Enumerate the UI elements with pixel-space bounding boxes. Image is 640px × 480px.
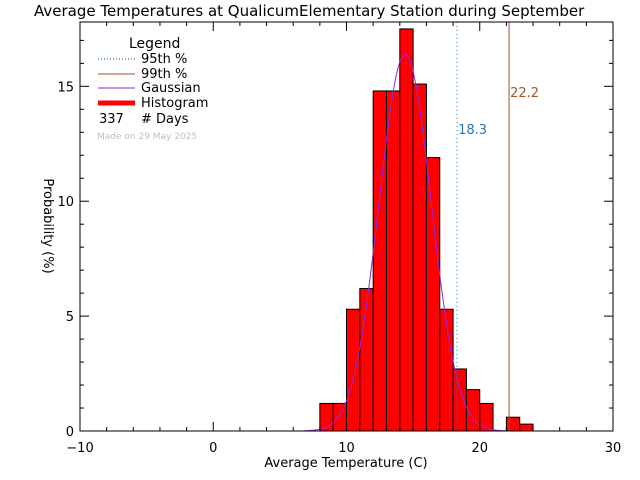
legend-days-label: # Days (141, 112, 189, 127)
legend-item-label: Histogram (141, 96, 208, 111)
y-tick-label: 10 (57, 195, 74, 210)
histogram-bars (319, 28, 534, 432)
footnote: Made on 29 May 2025 (97, 132, 197, 142)
histogram-bar (346, 308, 361, 432)
y-tick-label: 0 (66, 425, 74, 440)
legend-title: Legend (129, 36, 180, 52)
percentile-99-label: 22.2 (510, 86, 539, 101)
histogram-bar (385, 90, 401, 432)
histogram-bar (359, 288, 374, 432)
histogram-bar (505, 416, 521, 432)
y-tick-label: 5 (66, 310, 74, 325)
legend-item-label: Gaussian (141, 81, 201, 96)
x-tick-label: 10 (338, 441, 355, 456)
x-tick-label: −10 (66, 441, 93, 456)
legend-item-label: 95th % (141, 52, 187, 67)
y-tick-label: 15 (57, 80, 74, 95)
gaussian-curve (303, 53, 507, 432)
histogram-bar (439, 308, 454, 432)
histogram-bar (425, 157, 441, 432)
x-tick-label: 20 (471, 441, 488, 456)
histogram-bar (372, 90, 387, 432)
axis-ticks (79, 22, 614, 432)
legend-days-count: 337 (99, 112, 124, 127)
gaussian-layer (303, 53, 507, 432)
percentile-95-label: 18.3 (458, 123, 487, 138)
histogram-bar (519, 423, 534, 432)
histogram-bar (412, 83, 427, 432)
x-axis-label: Average Temperature (C) (264, 456, 427, 471)
y-axis-label: Probability (%) (40, 178, 55, 273)
x-tick-label: 0 (209, 441, 217, 456)
histogram-bar (399, 28, 414, 432)
histogram-bar (332, 402, 347, 432)
x-tick-label: 30 (605, 441, 622, 456)
legend-item-label: 99th % (141, 67, 187, 82)
histogram-bar (452, 368, 467, 432)
chart-title: Average Temperatures at QualicumElementa… (34, 2, 585, 20)
histogram-bar (479, 402, 494, 432)
percentile-layer: 18.3 22.2 (456, 22, 539, 431)
